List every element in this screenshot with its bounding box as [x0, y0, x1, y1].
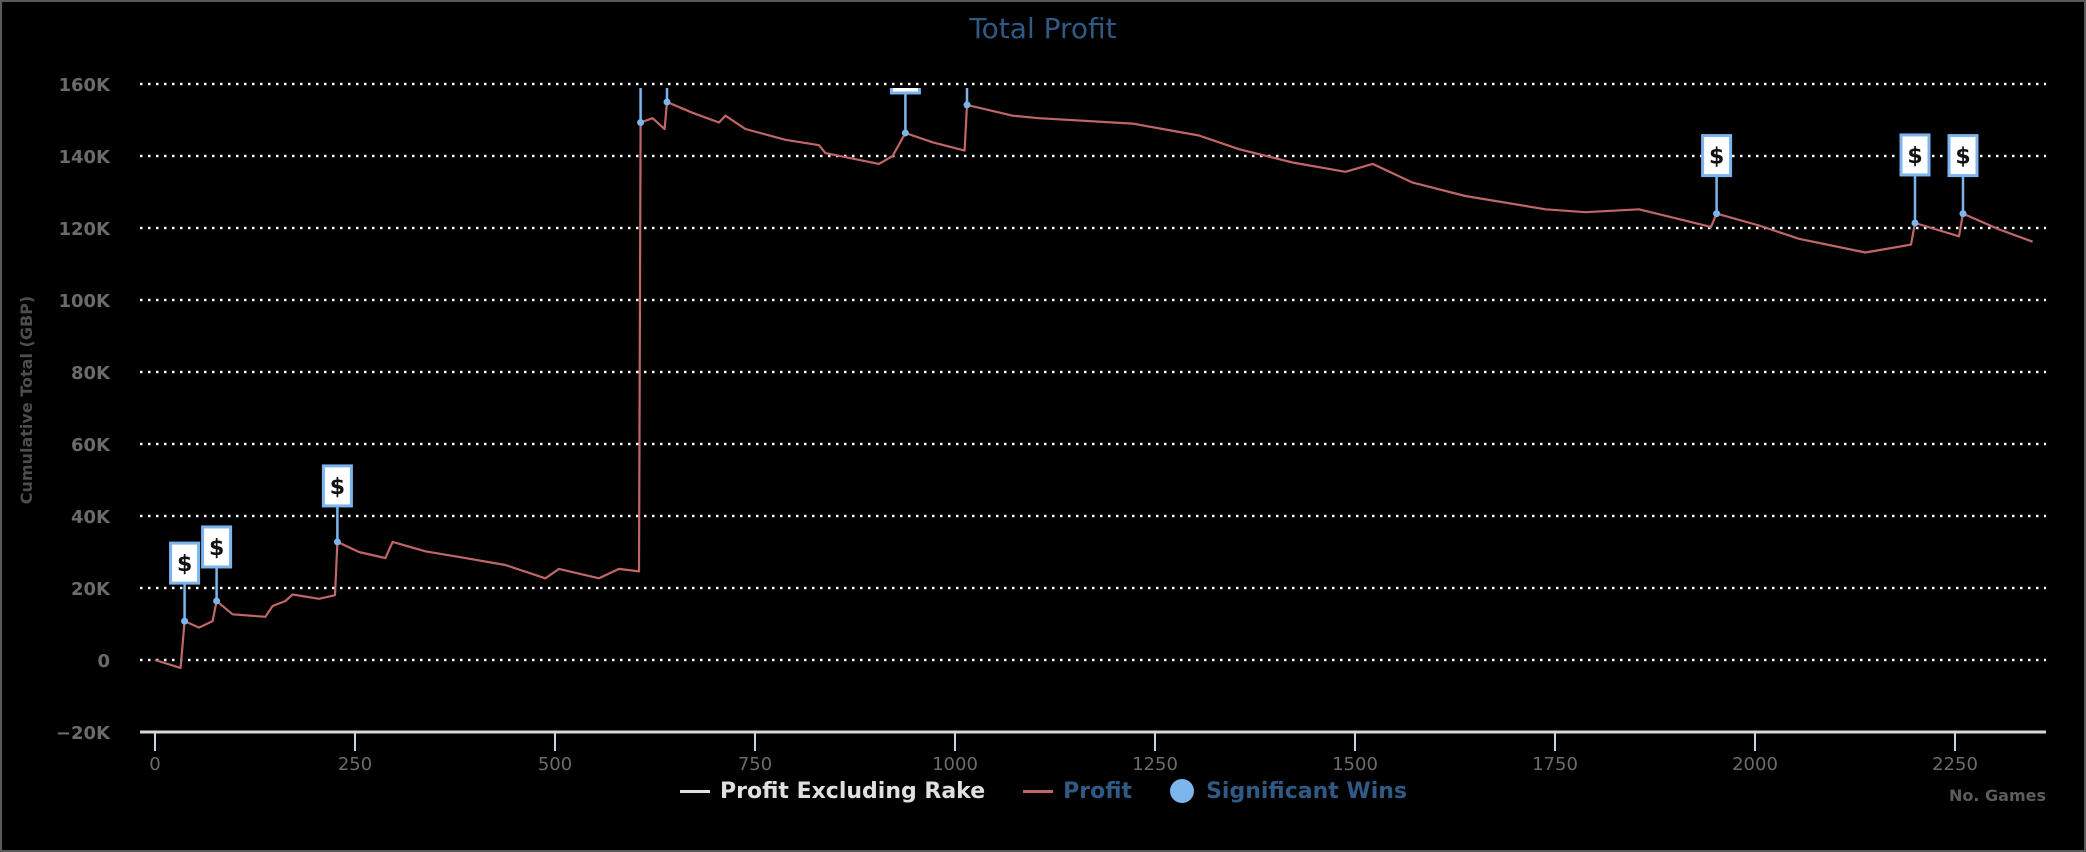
legend-line-icon: [680, 789, 710, 793]
dollar-icon: $: [177, 552, 192, 577]
dollar-icon: $: [330, 475, 345, 500]
legend: Profit Excluding Rake Profit Significant…: [680, 776, 1445, 806]
y-tick-label: 0: [97, 651, 110, 672]
x-tick-label: 1000: [932, 754, 978, 775]
significant-win-flag[interactable]: $: [1899, 133, 1931, 227]
legend-label: Significant Wins: [1206, 778, 1407, 804]
y-tick-label: 80K: [71, 363, 111, 384]
x-tick-label: 2250: [1932, 754, 1978, 775]
x-tick-label: 2000: [1732, 754, 1778, 775]
significant-win-flag[interactable]: $: [1701, 134, 1733, 218]
y-tick-label: 100K: [58, 291, 111, 312]
y-tick-label: 120K: [58, 219, 111, 240]
significant-win-flag[interactable]: $: [953, 31, 981, 109]
x-tick-label: 1750: [1532, 754, 1578, 775]
y-axis-title: Cumulative Total (GBP): [17, 296, 36, 504]
significant-wins-flags[interactable]: $ $ $ $ $ $ $ $ $ $: [169, 2, 1979, 625]
x-axis-title: No. Games: [1948, 786, 2046, 805]
chart-title: Total Profit: [969, 12, 1117, 45]
dollar-icon: $: [1907, 144, 1922, 169]
legend-item-significant-wins[interactable]: Significant Wins: [1170, 779, 1407, 804]
significant-win-flag[interactable]: $: [653, 2, 681, 106]
x-tick-label: 750: [738, 754, 772, 775]
dollar-icon: $: [1955, 145, 1970, 170]
y-tick-label: 40K: [71, 507, 111, 528]
dollar-icon: $: [209, 536, 224, 561]
significant-win-flag[interactable]: $: [169, 541, 201, 625]
x-tick-label: 0: [149, 754, 160, 775]
x-tick-label: 1500: [1332, 754, 1378, 775]
dollar-icon: $: [659, 11, 674, 36]
y-axis-labels: 160K 140K 120K 100K 80K 60K 40K 20K 0 −20K: [56, 75, 111, 744]
significant-win-flag[interactable]: $: [889, 53, 921, 137]
legend-circle-icon: [1170, 779, 1195, 803]
significant-win-flag[interactable]: $: [321, 464, 353, 546]
x-tick-label: 1250: [1132, 754, 1178, 775]
dollar-icon: $: [633, 32, 648, 57]
profit-series-line[interactable]: [154, 100, 2033, 669]
legend-item-profit[interactable]: Profit: [1023, 779, 1132, 804]
x-tick-label: 500: [538, 754, 572, 775]
legend-line-icon: [1023, 789, 1054, 793]
legend-label: Profit Excluding Rake: [720, 778, 986, 804]
legend-item-profit-excluding-rake[interactable]: Profit Excluding Rake: [680, 779, 985, 804]
significant-win-flag[interactable]: $: [1947, 134, 1979, 218]
y-tick-label: 160K: [58, 75, 111, 96]
dollar-icon: $: [1709, 145, 1724, 170]
significant-win-flag[interactable]: $: [201, 525, 233, 605]
y-tick-label: 140K: [58, 147, 111, 168]
dollar-icon: $: [959, 40, 974, 65]
y-tick-label: −20K: [56, 723, 111, 744]
x-tick-label: 250: [338, 754, 372, 775]
x-axis: 0 250 500 750 1000 1250 1500 1750 2000 2250: [140, 730, 2046, 775]
legend-label: Profit: [1063, 778, 1133, 804]
gridlines: [140, 82, 2046, 662]
significant-win-flag[interactable]: $: [627, 23, 655, 127]
y-tick-label: 20K: [71, 579, 111, 600]
y-tick-label: 60K: [71, 435, 111, 456]
